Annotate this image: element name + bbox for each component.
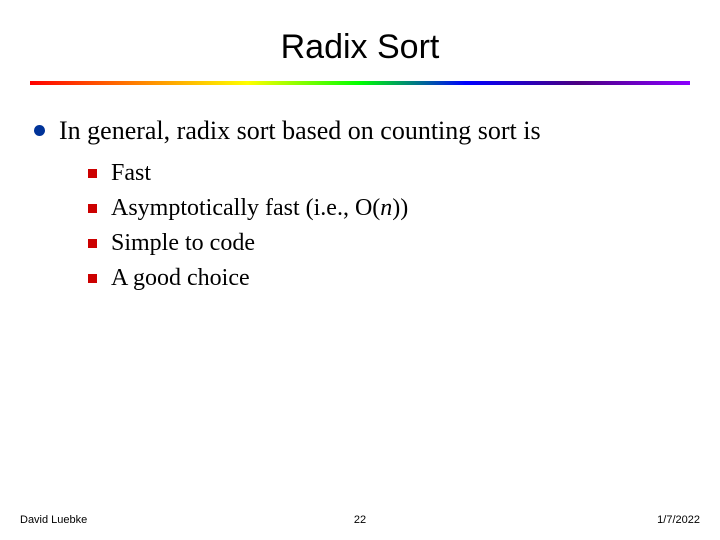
- slide-footer: David Luebke 22 1/7/2022: [0, 514, 720, 526]
- square-bullet-icon: [88, 239, 97, 248]
- footer-page-number: 22: [354, 514, 366, 526]
- bullet-level2: Simple to code: [88, 228, 690, 259]
- rainbow-divider: [30, 81, 690, 85]
- bullet-level1-text: In general, radix sort based on counting…: [59, 115, 541, 148]
- bullet-level2-text: Simple to code: [111, 228, 255, 259]
- sub-bullet-list: Fast Asymptotically fast (i.e., O(n)) Si…: [88, 158, 690, 295]
- bullet-level2: Fast: [88, 158, 690, 189]
- bullet-level2: A good choice: [88, 263, 690, 294]
- bullet-level1: In general, radix sort based on counting…: [34, 115, 690, 148]
- footer-date: 1/7/2022: [657, 514, 700, 526]
- bullet-level2-text: Asymptotically fast (i.e., O(n)): [111, 193, 408, 224]
- bullet-level2-text: A good choice: [111, 263, 250, 294]
- square-bullet-icon: [88, 204, 97, 213]
- square-bullet-icon: [88, 274, 97, 283]
- circle-bullet-icon: [34, 125, 45, 136]
- bullet-level2-text: Fast: [111, 158, 151, 189]
- slide-title: Radix Sort: [30, 28, 690, 67]
- slide: Radix Sort In general, radix sort based …: [0, 0, 720, 540]
- footer-author: David Luebke: [20, 514, 87, 526]
- slide-body: In general, radix sort based on counting…: [30, 115, 690, 294]
- bullet-level2: Asymptotically fast (i.e., O(n)): [88, 193, 690, 224]
- square-bullet-icon: [88, 169, 97, 178]
